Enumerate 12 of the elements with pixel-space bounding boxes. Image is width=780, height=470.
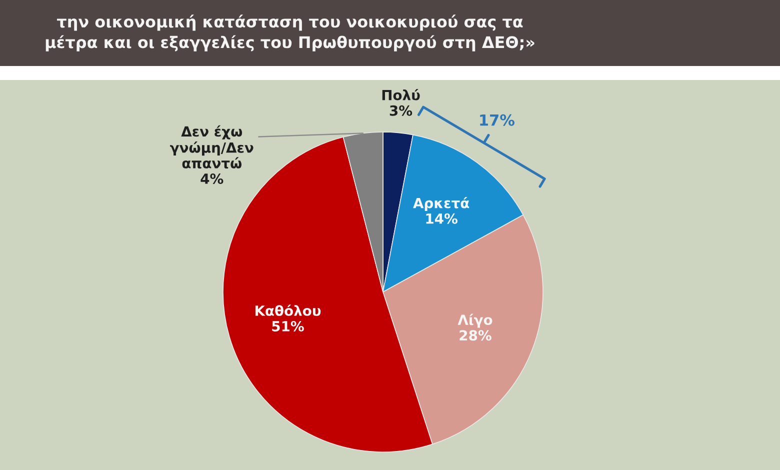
data-label: 4% [200,173,224,184]
chart-title: την οικονομική κατάσταση του νοικοκυριού σας τα μέτρα και οι εξαγγελίες του Πρωθυπουργού στη ΔΕΘ;» [46,14,534,52]
text: 17% [480,114,514,126]
data-label: 28% [460,330,492,341]
data-label: 14% [426,213,458,224]
slice-label: Δεν έχω γνώμη/Δεν απαντώ [170,125,254,168]
slice-label: Καθόλου [255,304,321,316]
data-label: 3% [390,105,412,116]
slice-label: Πολύ [382,88,420,100]
data-label: 51% [272,320,304,332]
slice-label: Λίγο [458,314,492,328]
slice-label: Αρκετά [413,196,470,211]
